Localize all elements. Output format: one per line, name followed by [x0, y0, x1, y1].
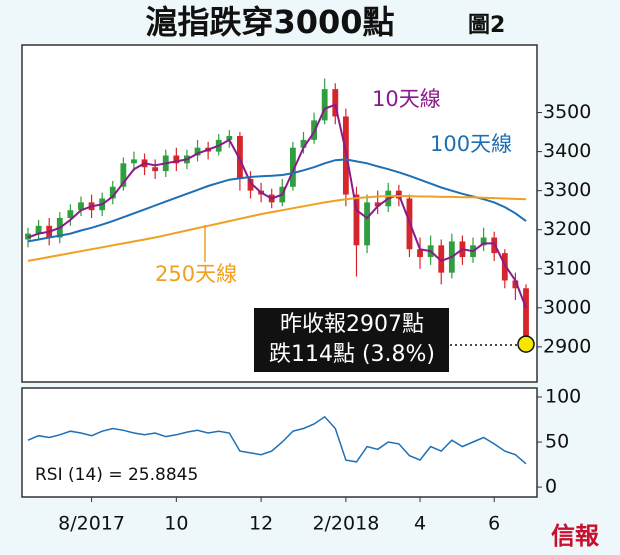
last-close-marker: [517, 335, 535, 353]
x-tick-label: 10: [164, 513, 188, 535]
annotation: 昨收報2907點: [280, 312, 424, 337]
x-tick-label: 4: [414, 513, 426, 535]
candle-body: [226, 135, 233, 140]
y-tick-label: 3500: [543, 101, 591, 123]
x-tick-label: 2/2018: [312, 513, 379, 535]
y-tick-label: 3100: [543, 257, 591, 279]
series-label: 250天線: [155, 262, 237, 286]
candle-body: [152, 167, 159, 172]
candle-body: [109, 186, 116, 199]
candle-body: [78, 202, 84, 211]
candle-body: [417, 249, 423, 258]
candle-body: [523, 288, 529, 345]
series-label: 100天線: [430, 132, 512, 156]
candle-body: [289, 147, 296, 187]
candle-body: [173, 155, 180, 164]
ma-line: [27, 195, 527, 262]
y-tick-label: 100: [545, 386, 581, 408]
chart-subtitle: 圖2: [468, 13, 505, 38]
ma-line: [27, 103, 527, 309]
chart-title: 滬指跌穿3000點: [145, 3, 394, 41]
candle-body: [194, 147, 201, 156]
candle-body: [501, 253, 508, 281]
candle-body: [353, 194, 360, 246]
candle-body: [247, 178, 254, 191]
y-tick-label: 3300: [543, 179, 591, 201]
source: 信報: [551, 522, 600, 550]
candle-body: [321, 89, 328, 121]
x-tick-label: 8/2017: [58, 513, 125, 535]
x-tick-label: 6: [488, 513, 500, 535]
y-tick-label: 0: [545, 476, 557, 498]
candle-body: [332, 89, 339, 117]
y-tick-label: 3000: [543, 296, 591, 318]
candle-body: [131, 159, 137, 164]
y-tick-label: 50: [545, 431, 569, 453]
y-tick-label: 3400: [543, 140, 591, 162]
candle-body: [438, 245, 445, 273]
candle-body: [35, 225, 42, 234]
rsi-line: [27, 415, 527, 465]
x-tick-label: 12: [249, 513, 273, 535]
rsi-label: RSI (14) = 25.8845: [35, 465, 198, 485]
rsi-panel: [21, 387, 538, 498]
y-tick-label: 2900: [543, 335, 591, 357]
candle-body: [512, 280, 519, 289]
candle-body: [120, 163, 127, 187]
y-tick-label: 3200: [543, 218, 591, 240]
ma-line: [27, 158, 527, 243]
candle-body: [364, 202, 370, 246]
candle-body: [374, 202, 381, 207]
annotation-box: [254, 308, 449, 372]
series-label: 10天線: [372, 87, 441, 111]
candle-body: [300, 139, 307, 148]
candle-body: [67, 210, 74, 218]
annotation: 跌114點 (3.8%): [269, 342, 435, 367]
candle-body: [480, 237, 487, 246]
